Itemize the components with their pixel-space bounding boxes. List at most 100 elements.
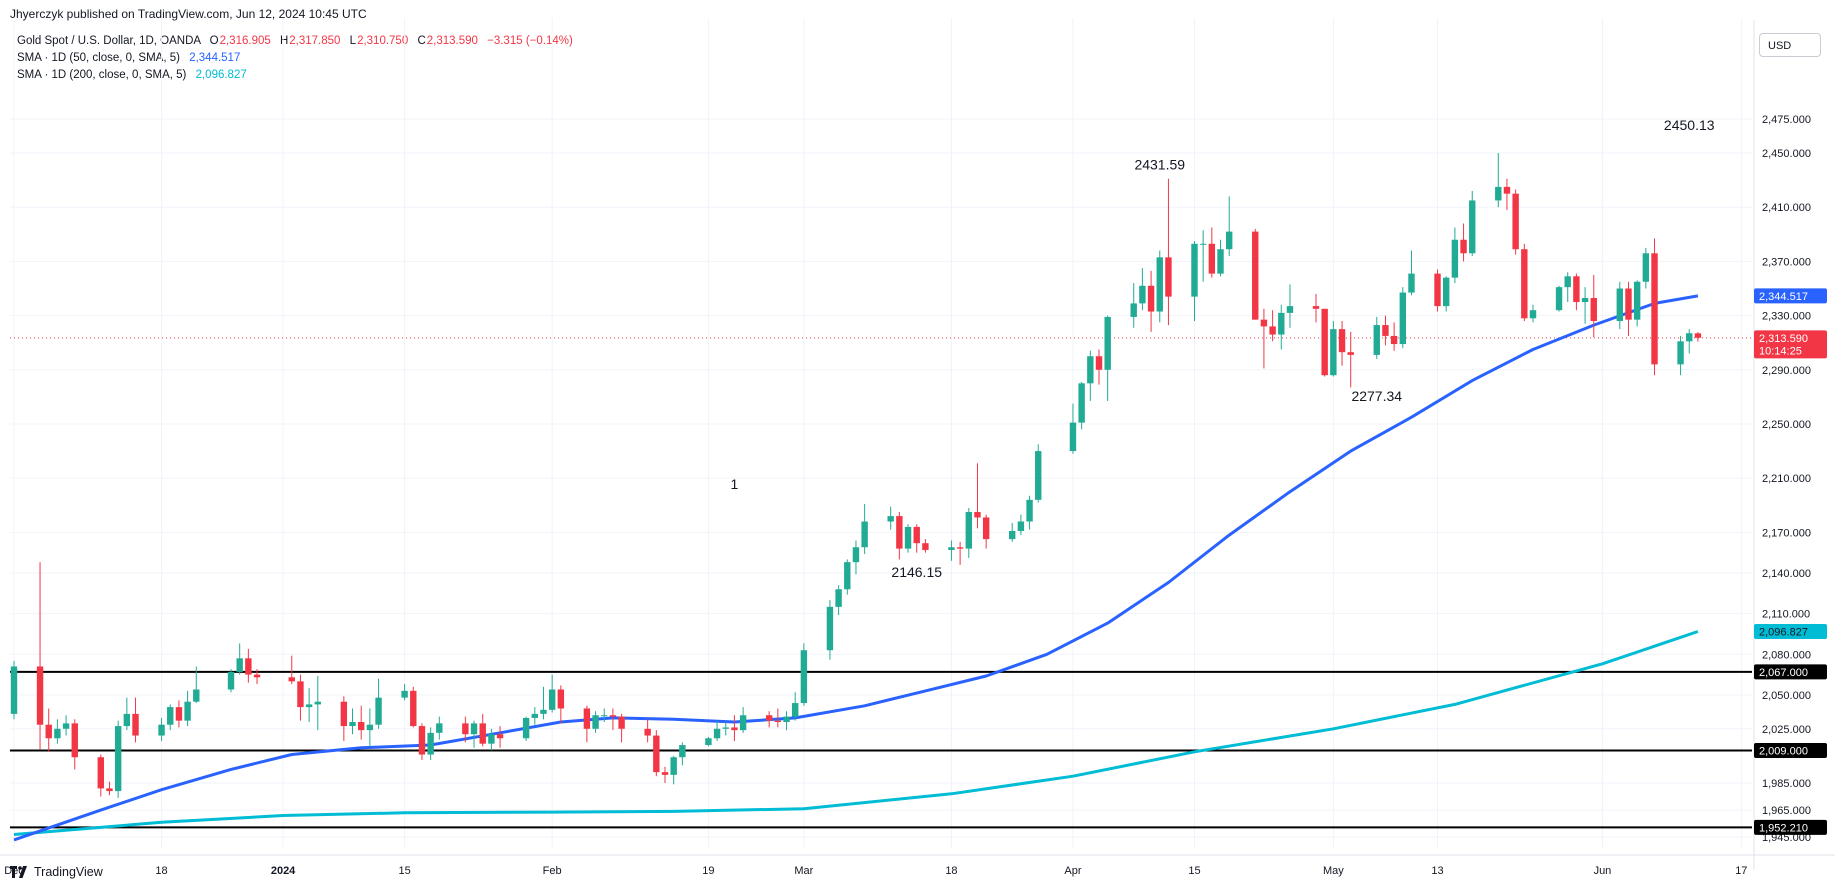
candle bbox=[852, 540, 860, 575]
candle-body bbox=[731, 727, 738, 731]
sma200-badge-bg bbox=[1754, 623, 1827, 639]
candle-body bbox=[956, 547, 964, 549]
candle bbox=[1078, 381, 1085, 430]
candle-body bbox=[1191, 243, 1198, 297]
candle-body bbox=[1156, 257, 1163, 312]
candle bbox=[479, 713, 486, 747]
price-axis: 1,945.000 1,965.000 1,985.000 2,025.000 2,05… bbox=[1762, 114, 1811, 844]
candle-body bbox=[1451, 239, 1459, 278]
candle bbox=[1217, 239, 1224, 277]
candle-body bbox=[1651, 253, 1658, 365]
candle-body bbox=[62, 723, 70, 729]
low-label: L bbox=[349, 35, 357, 47]
candle-body bbox=[1312, 306, 1320, 309]
candle-body bbox=[1686, 333, 1693, 342]
candle-body bbox=[826, 606, 834, 651]
candle-body bbox=[314, 701, 321, 705]
candle-body bbox=[540, 709, 547, 714]
price-annotation: 2146.15 bbox=[891, 564, 942, 580]
candle bbox=[36, 562, 44, 750]
candle bbox=[1616, 281, 1623, 330]
candle bbox=[1503, 178, 1511, 210]
last-price-badge-text: 2,313.590 bbox=[1759, 333, 1808, 345]
time-tick-label: Feb bbox=[543, 865, 562, 877]
sma50-badge: 2,344.517 bbox=[1754, 288, 1827, 304]
candle-body bbox=[852, 547, 860, 563]
candle-body bbox=[982, 517, 990, 540]
candle bbox=[1451, 227, 1459, 284]
candle bbox=[488, 728, 495, 751]
candle bbox=[948, 540, 955, 561]
candle bbox=[765, 711, 773, 728]
level-badge-bg bbox=[1754, 664, 1827, 680]
candle-body bbox=[1087, 356, 1094, 384]
candle-body bbox=[114, 726, 122, 792]
candle bbox=[982, 514, 990, 549]
candle bbox=[1278, 304, 1285, 350]
candle-body bbox=[1390, 335, 1398, 345]
price-tick-label: 2,025.000 bbox=[1762, 724, 1811, 736]
candle bbox=[1573, 273, 1580, 311]
sma200-line bbox=[13, 630, 1699, 836]
candle bbox=[1338, 321, 1346, 366]
price-tick-label: 2,080.000 bbox=[1762, 649, 1811, 661]
candle-body bbox=[904, 526, 912, 549]
candle bbox=[1512, 189, 1519, 255]
candle bbox=[1330, 321, 1337, 377]
candle-body bbox=[427, 732, 434, 755]
candle bbox=[922, 539, 929, 553]
candle bbox=[123, 697, 131, 731]
candle bbox=[288, 655, 295, 685]
candle-body bbox=[792, 703, 799, 717]
candle bbox=[835, 585, 842, 615]
candle bbox=[245, 648, 252, 683]
candle-body bbox=[71, 723, 78, 758]
candle bbox=[1443, 276, 1450, 312]
candle bbox=[401, 684, 408, 701]
candle-body bbox=[601, 715, 608, 717]
candle bbox=[184, 690, 191, 727]
candle bbox=[1199, 230, 1207, 282]
candle-body bbox=[1399, 292, 1406, 345]
candle-body bbox=[644, 728, 651, 736]
candle bbox=[531, 707, 538, 725]
candle bbox=[1104, 315, 1111, 401]
candle bbox=[1017, 514, 1025, 536]
candle-body bbox=[722, 727, 729, 729]
candle bbox=[904, 524, 912, 553]
candle bbox=[1564, 272, 1571, 303]
candle bbox=[653, 730, 660, 777]
time-tick-label: 15 bbox=[398, 865, 410, 877]
candle-body bbox=[358, 722, 365, 731]
candle-body bbox=[713, 728, 721, 739]
candle bbox=[731, 715, 738, 741]
candle bbox=[956, 541, 964, 565]
candles bbox=[10, 153, 1702, 798]
horizontal-levels bbox=[10, 670, 1752, 829]
candle-body bbox=[670, 757, 677, 775]
candle-body bbox=[835, 589, 842, 607]
candle-body bbox=[913, 526, 920, 544]
candle bbox=[314, 675, 321, 731]
currency-selector[interactable]: USD bbox=[1759, 33, 1821, 57]
candle bbox=[366, 708, 374, 747]
candle-body bbox=[1521, 249, 1528, 319]
price-tick-label: 1,945.000 bbox=[1762, 832, 1811, 844]
candle-body bbox=[496, 734, 504, 739]
low-value: 2,310.750 bbox=[357, 35, 409, 47]
candle bbox=[1521, 243, 1528, 322]
time-tick-label: Jun bbox=[1594, 865, 1612, 877]
candle-body bbox=[774, 720, 782, 723]
candle bbox=[1642, 247, 1650, 289]
candle-body bbox=[1217, 249, 1224, 274]
sma50-badge-bg bbox=[1754, 288, 1827, 304]
candle bbox=[1035, 444, 1042, 503]
candle-body bbox=[1260, 319, 1268, 327]
candle-body bbox=[1616, 288, 1623, 322]
price-tick-label: 2,410.000 bbox=[1762, 202, 1811, 214]
candle-body bbox=[167, 707, 174, 725]
candle-body bbox=[1529, 310, 1537, 319]
candle bbox=[557, 685, 565, 724]
candle-body bbox=[739, 715, 747, 731]
